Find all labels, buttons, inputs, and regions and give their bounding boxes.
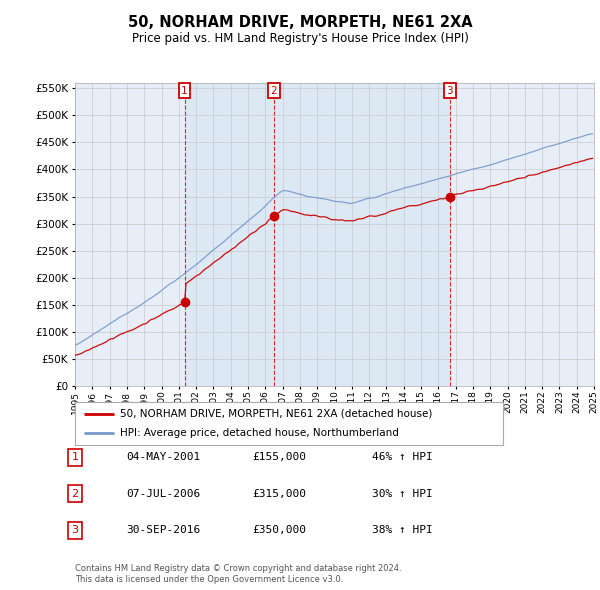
Text: 30% ↑ HPI: 30% ↑ HPI bbox=[372, 489, 433, 499]
Text: 04-MAY-2001: 04-MAY-2001 bbox=[126, 453, 200, 462]
Text: 50, NORHAM DRIVE, MORPETH, NE61 2XA (detached house): 50, NORHAM DRIVE, MORPETH, NE61 2XA (det… bbox=[121, 409, 433, 418]
Text: 2: 2 bbox=[71, 489, 79, 499]
Text: Contains HM Land Registry data © Crown copyright and database right 2024.: Contains HM Land Registry data © Crown c… bbox=[75, 565, 401, 573]
Text: 3: 3 bbox=[71, 526, 79, 535]
Bar bbox=[185, 83, 274, 386]
Text: £155,000: £155,000 bbox=[252, 453, 306, 462]
Text: This data is licensed under the Open Government Licence v3.0.: This data is licensed under the Open Gov… bbox=[75, 575, 343, 584]
Bar bbox=[274, 83, 450, 386]
Text: 1: 1 bbox=[181, 86, 188, 96]
Text: £315,000: £315,000 bbox=[252, 489, 306, 499]
Text: 3: 3 bbox=[446, 86, 453, 96]
Text: 2: 2 bbox=[271, 86, 277, 96]
Text: HPI: Average price, detached house, Northumberland: HPI: Average price, detached house, Nort… bbox=[121, 428, 399, 438]
Text: £350,000: £350,000 bbox=[252, 526, 306, 535]
FancyBboxPatch shape bbox=[75, 402, 503, 445]
Text: 38% ↑ HPI: 38% ↑ HPI bbox=[372, 526, 433, 535]
Text: 1: 1 bbox=[71, 453, 79, 462]
Text: Price paid vs. HM Land Registry's House Price Index (HPI): Price paid vs. HM Land Registry's House … bbox=[131, 32, 469, 45]
Text: 50, NORHAM DRIVE, MORPETH, NE61 2XA: 50, NORHAM DRIVE, MORPETH, NE61 2XA bbox=[128, 15, 472, 30]
Text: 07-JUL-2006: 07-JUL-2006 bbox=[126, 489, 200, 499]
Text: 30-SEP-2016: 30-SEP-2016 bbox=[126, 526, 200, 535]
Text: 46% ↑ HPI: 46% ↑ HPI bbox=[372, 453, 433, 462]
